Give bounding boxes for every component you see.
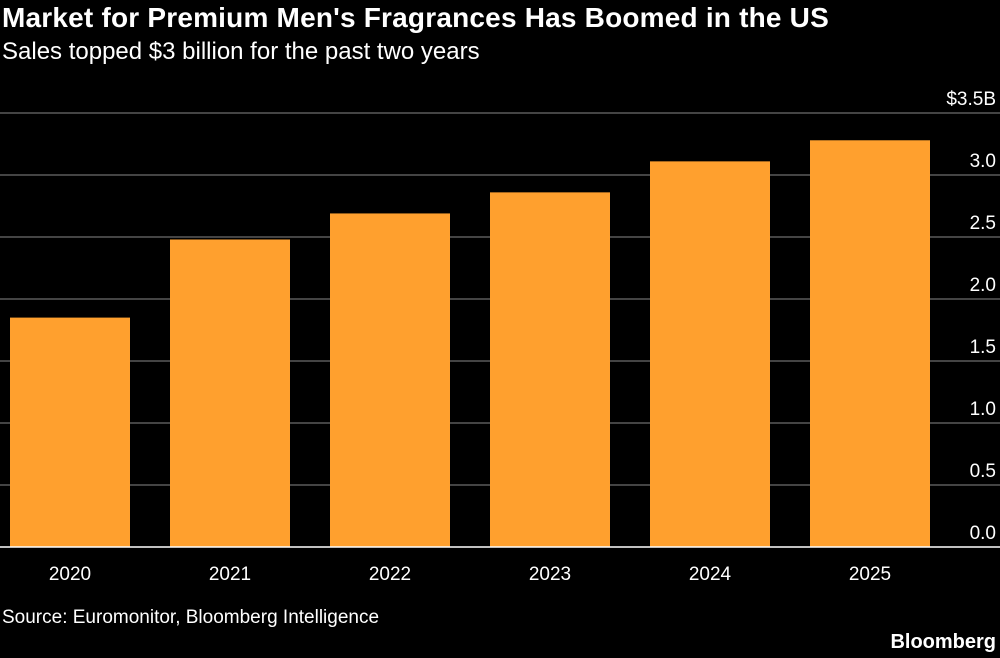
x-tick-label: 2021 bbox=[209, 564, 251, 585]
y-tick-label: 1.0 bbox=[970, 399, 996, 420]
bar-2025 bbox=[810, 140, 930, 547]
x-tick-label: 2024 bbox=[689, 564, 732, 585]
bar-2022 bbox=[330, 213, 450, 547]
y-tick-label: 0.0 bbox=[970, 523, 996, 544]
y-tick-label: 0.5 bbox=[970, 461, 996, 482]
x-tick-label: 2020 bbox=[49, 564, 91, 585]
bar-2020 bbox=[10, 317, 130, 547]
bars bbox=[10, 140, 930, 548]
x-tick-label: 2025 bbox=[849, 564, 891, 585]
y-tick-label: 2.5 bbox=[970, 213, 996, 234]
bar-2024 bbox=[650, 161, 770, 548]
bar-2023 bbox=[490, 192, 610, 548]
x-tick-label: 2022 bbox=[369, 564, 411, 585]
chart-title: Market for Premium Men's Fragrances Has … bbox=[2, 2, 829, 33]
bloomberg-logo: Bloomberg bbox=[890, 631, 996, 653]
axes: 0.0 0.5 1.0 1.5 2.0 2.5 3.0 $3.5B 2020 2021 2022 20… bbox=[0, 89, 1000, 585]
x-tick-label: 2023 bbox=[529, 564, 571, 585]
y-tick-label: 2.0 bbox=[970, 275, 996, 296]
chart-subtitle: Sales topped $3 billion for the past two… bbox=[2, 38, 480, 65]
y-tick-label: 3.0 bbox=[970, 151, 996, 172]
bar-2021 bbox=[170, 239, 290, 548]
y-tick-label: $3.5B bbox=[946, 89, 996, 110]
source-note: Source: Euromonitor, Bloomberg Intellige… bbox=[2, 607, 380, 628]
y-tick-label: 1.5 bbox=[970, 337, 996, 358]
